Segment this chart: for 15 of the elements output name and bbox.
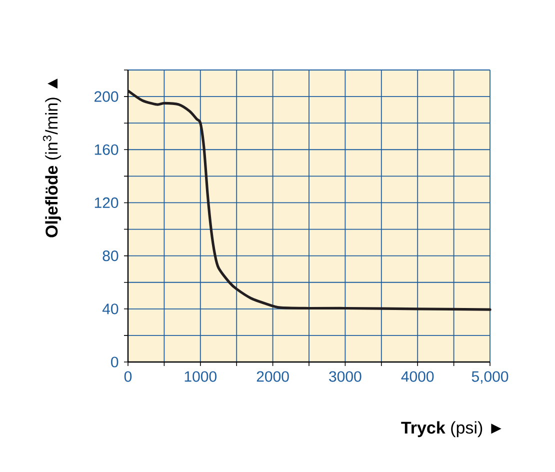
y-tick-label: 200 xyxy=(94,91,118,102)
y-tick-label: 40 xyxy=(102,304,118,314)
y-tick-label: 80 xyxy=(102,250,118,262)
y-tick-label: 120 xyxy=(94,197,118,208)
line-series xyxy=(127,90,492,311)
x-tick-label: 0 xyxy=(124,371,132,382)
y-axis-title: Oljeflöde (in$^{3}$/min) ▲ xyxy=(42,78,62,238)
x-tick-label: 3000 xyxy=(329,371,362,382)
x-tick-label: 2000 xyxy=(256,371,289,382)
x-tick-label: 5,000 xyxy=(472,371,508,384)
y-tick-label: 160 xyxy=(94,144,118,155)
y-tick-label: 0 xyxy=(111,356,118,368)
x-axis-title: Tryck (psi) ► xyxy=(401,421,502,438)
x-tick-label: 1000 xyxy=(184,371,216,382)
x-tick-label: 4000 xyxy=(401,371,434,382)
